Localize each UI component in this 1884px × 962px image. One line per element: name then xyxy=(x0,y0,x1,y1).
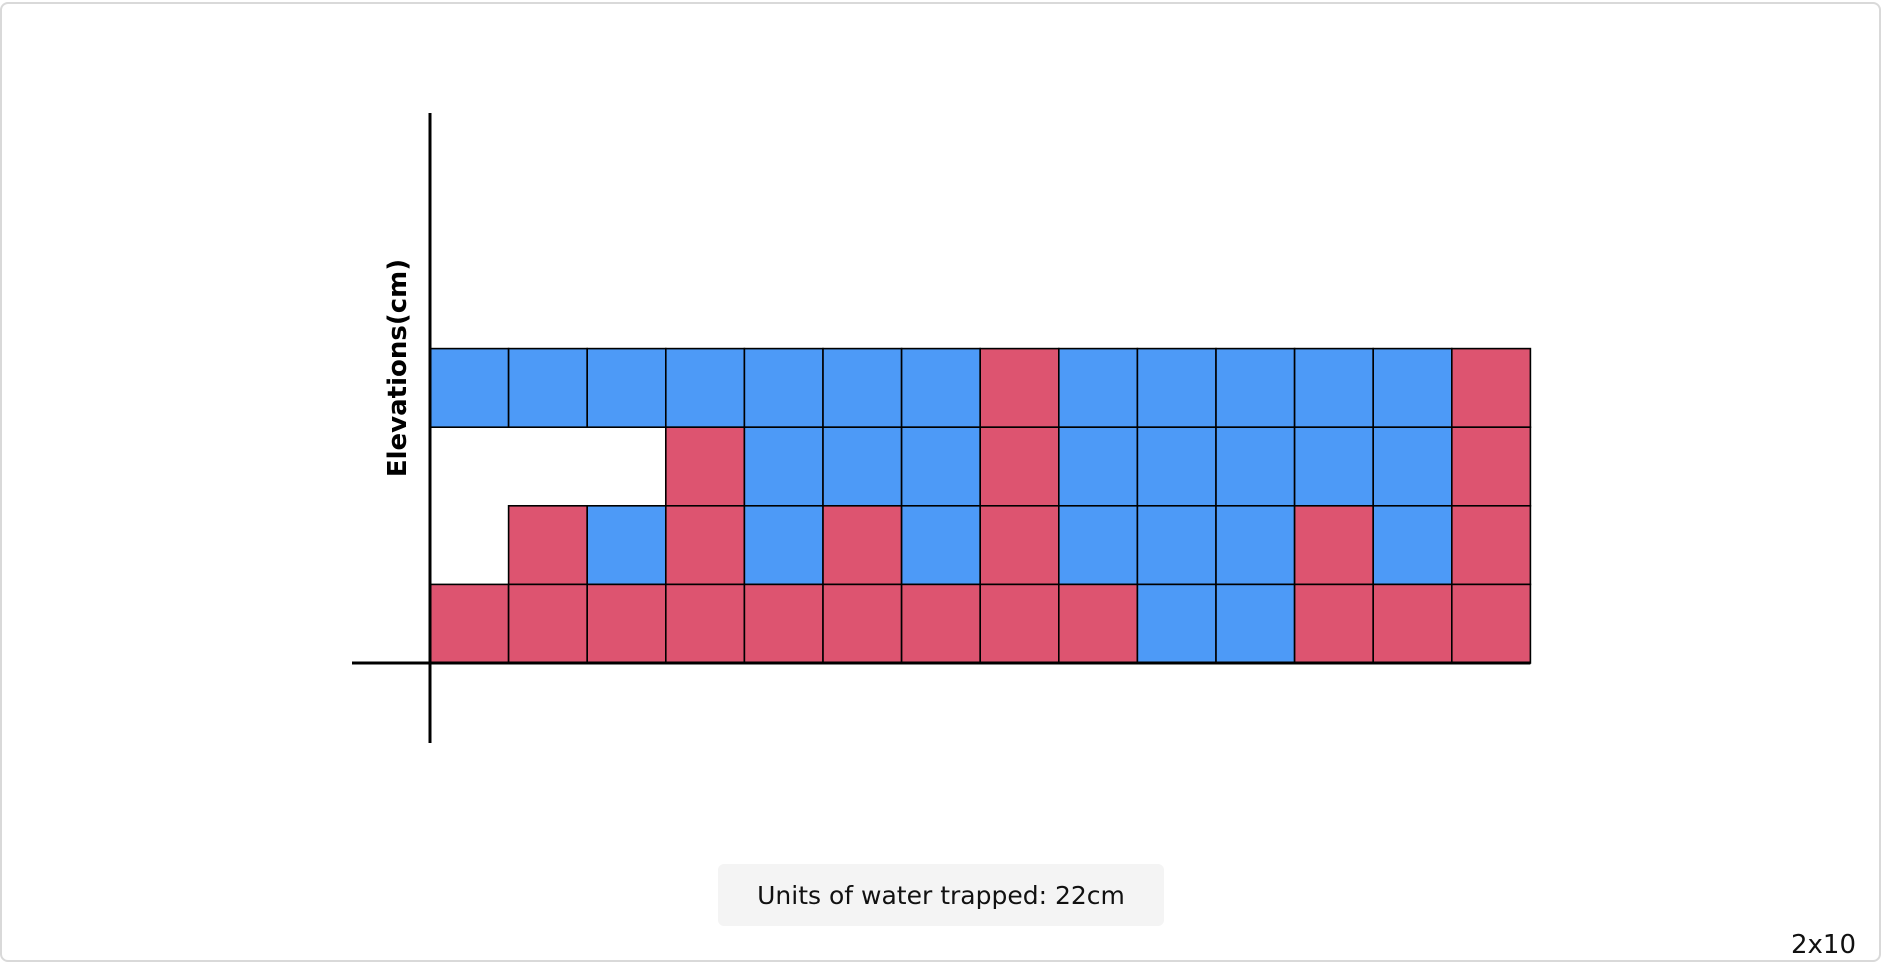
water-block xyxy=(902,349,981,428)
water-block xyxy=(1295,427,1374,506)
water-block xyxy=(1137,584,1216,663)
elevation-block xyxy=(1059,584,1138,663)
elevation-block xyxy=(1452,349,1531,428)
elevation-block xyxy=(980,349,1059,428)
water-block xyxy=(1216,506,1295,585)
elevation-block xyxy=(430,584,509,663)
water-block xyxy=(666,349,745,428)
elevation-block xyxy=(1452,427,1531,506)
water-block xyxy=(823,349,902,428)
elevation-block xyxy=(509,506,588,585)
elevation-block xyxy=(509,584,588,663)
water-block xyxy=(1059,427,1138,506)
water-block xyxy=(1216,427,1295,506)
elevation-block xyxy=(823,584,902,663)
elevation-block xyxy=(1295,584,1374,663)
water-trapped-result: Units of water trapped: 22cm xyxy=(718,864,1164,926)
water-block xyxy=(1216,584,1295,663)
water-block xyxy=(902,506,981,585)
water-block xyxy=(902,427,981,506)
water-block xyxy=(744,506,823,585)
water-block xyxy=(1137,427,1216,506)
elevation-block xyxy=(980,584,1059,663)
corner-label: 2x10 xyxy=(1791,930,1856,960)
elevation-block xyxy=(666,427,745,506)
water-block xyxy=(1059,506,1138,585)
elevation-block xyxy=(1452,506,1531,585)
water-block xyxy=(509,349,588,428)
elevation-block xyxy=(1295,506,1374,585)
water-block xyxy=(1059,349,1138,428)
elevation-block xyxy=(980,506,1059,585)
water-block xyxy=(1295,349,1374,428)
water-block xyxy=(430,349,509,428)
elevation-block xyxy=(902,584,981,663)
water-block xyxy=(587,349,666,428)
water-block xyxy=(1373,349,1452,428)
water-block xyxy=(744,349,823,428)
water-block xyxy=(823,427,902,506)
elevation-block xyxy=(587,584,666,663)
elevation-block xyxy=(1452,584,1531,663)
elevation-block xyxy=(1373,584,1452,663)
water-block xyxy=(1137,506,1216,585)
water-block xyxy=(1216,349,1295,428)
water-block xyxy=(1373,427,1452,506)
water-block xyxy=(744,427,823,506)
elevation-block xyxy=(823,506,902,585)
elevation-block xyxy=(744,584,823,663)
elevation-block xyxy=(666,506,745,585)
water-block xyxy=(1137,349,1216,428)
water-block xyxy=(1373,506,1452,585)
elevation-block xyxy=(666,584,745,663)
y-axis-label: Elevations(cm) xyxy=(383,259,413,477)
water-block xyxy=(587,506,666,585)
elevation-block xyxy=(980,427,1059,506)
